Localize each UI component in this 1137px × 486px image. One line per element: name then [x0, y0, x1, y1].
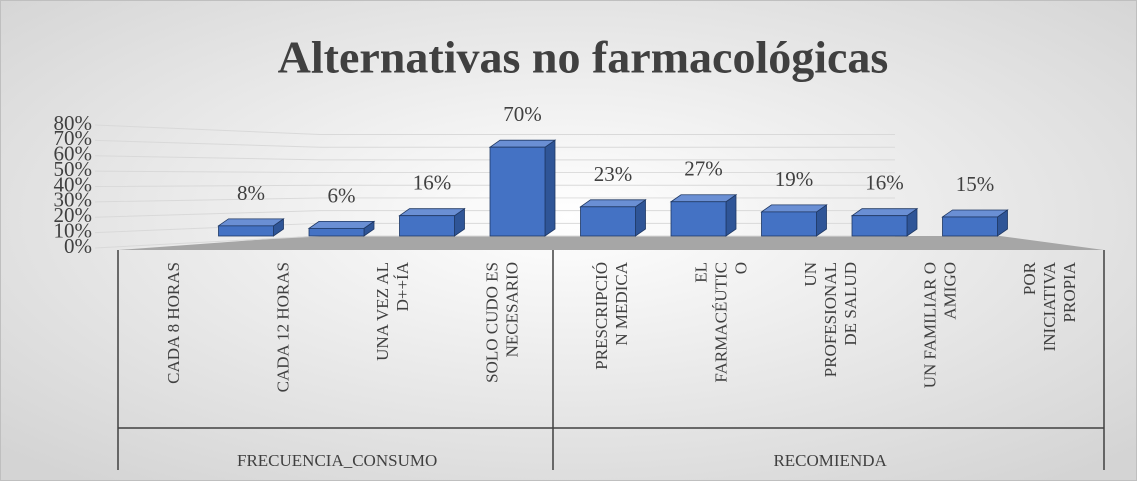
bar-top: [760, 204, 828, 213]
y-tick-label: 60%: [54, 142, 93, 166]
y-tick-label: 0%: [64, 234, 92, 258]
value-label: 15%: [956, 172, 995, 196]
bar-side: [544, 139, 556, 237]
y-tick-label: 50%: [54, 157, 93, 181]
x-tick-label: PORINICIATIVAPROPIA: [1020, 261, 1079, 351]
bar-top: [398, 208, 466, 217]
group-label: RECOMIENDA: [773, 451, 887, 470]
bar-top: [941, 209, 1009, 218]
x-tick-label: PRESCRIPCIÓN MEDICA: [592, 261, 631, 369]
chart-title: Alternativas no farmacológicas: [278, 32, 889, 83]
y-tick-label: 10%: [54, 218, 93, 242]
value-label: 16%: [865, 171, 904, 195]
grid-line: [94, 155, 895, 161]
x-tick-label: UN FAMILIAR OAMIGO: [921, 262, 960, 388]
x-tick-label: CADA 12 HORAS: [273, 262, 292, 392]
bar: [218, 225, 274, 237]
y-tick-label: 20%: [54, 203, 93, 227]
bar-top: [669, 194, 738, 203]
value-label: 16%: [413, 171, 452, 195]
value-label: 19%: [775, 167, 814, 191]
bar: [399, 215, 455, 237]
grid-line: [94, 184, 895, 187]
value-label: 70%: [503, 102, 542, 126]
bar-top: [850, 208, 919, 217]
bar: [308, 227, 365, 237]
bar: [942, 216, 998, 237]
x-tick-label: CADA 8 HORAS: [164, 262, 183, 384]
bar: [670, 201, 727, 237]
grid-line: [94, 124, 895, 135]
bar: [761, 211, 817, 237]
value-label: 27%: [684, 157, 723, 181]
bar: [851, 215, 908, 237]
bar-top: [579, 199, 647, 208]
bar: [489, 146, 546, 237]
grid-line: [94, 170, 895, 174]
x-tick-label: ELFARMACÉUTICO: [692, 262, 751, 383]
bar-top: [488, 139, 557, 148]
y-tick-label: 40%: [54, 172, 93, 196]
value-label: 23%: [594, 162, 633, 186]
value-label: 8%: [237, 181, 265, 205]
x-tick-label: UNPROFESIONALDE SALUD: [801, 262, 860, 377]
x-tick-label: SOLO CUDO ESNECESARIO: [482, 262, 521, 383]
x-tick-label: UNA VEZ ALD++ÍA: [373, 261, 412, 361]
y-tick-label: 30%: [54, 188, 93, 212]
bar-top: [307, 220, 376, 229]
bar: [580, 206, 636, 237]
bar-top: [217, 218, 285, 227]
value-label: 6%: [328, 183, 356, 207]
grid-line: [94, 139, 895, 148]
floor: [118, 236, 1104, 250]
group-label: FRECUENCIA_CONSUMO: [237, 451, 437, 470]
y-tick-label: 80%: [54, 111, 93, 135]
y-tick-label: 70%: [54, 126, 93, 150]
